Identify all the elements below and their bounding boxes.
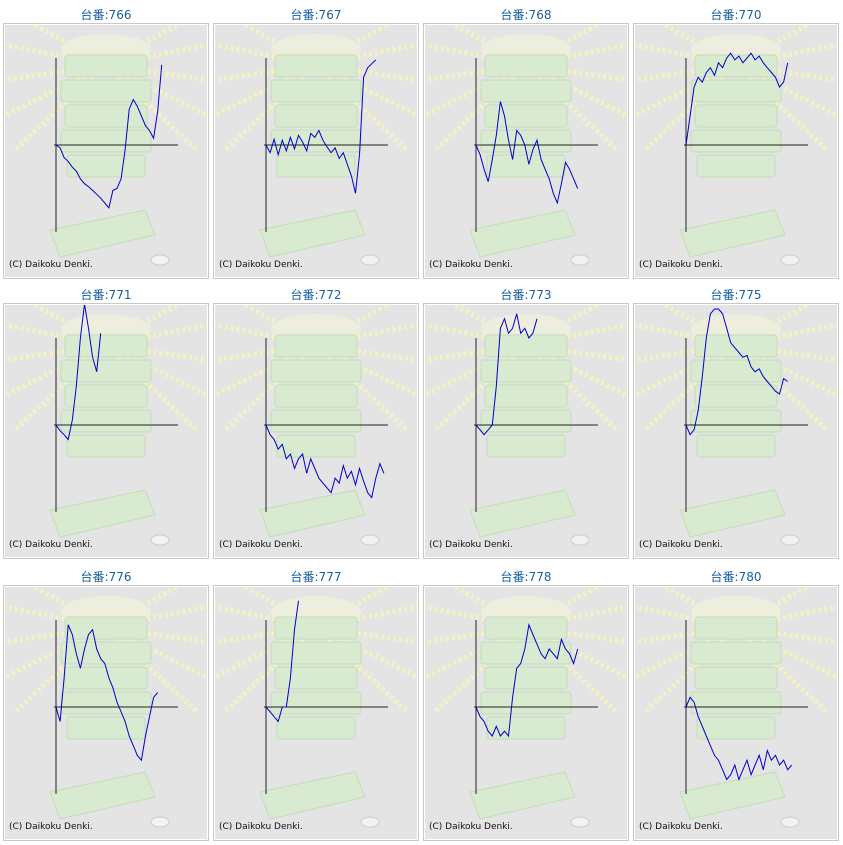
data-line — [55, 305, 102, 441]
data-line — [55, 624, 159, 762]
copyright: (C) Daikoku Denki. — [219, 260, 303, 270]
copyright: (C) Daikoku Denki. — [639, 260, 723, 270]
chart-panel: 台番:777 (C) Daikoku Denki. — [213, 569, 419, 841]
panel-background — [215, 587, 417, 839]
copyright: (C) Daikoku Denki. — [219, 540, 303, 550]
chart-title: 台番:780 — [711, 569, 762, 584]
chart-title: 台番:775 — [711, 287, 762, 302]
panel-background — [425, 587, 627, 839]
copyright: (C) Daikoku Denki. — [429, 260, 513, 270]
copyright: (C) Daikoku Denki. — [9, 540, 93, 550]
data-line — [475, 313, 538, 436]
data-line — [685, 52, 789, 146]
copyright: (C) Daikoku Denki. — [639, 822, 723, 832]
chart-title: 台番:771 — [81, 287, 132, 302]
chart-panel: 台番:771 (C) Daikoku Denki. — [3, 287, 209, 559]
chart-title: 台番:766 — [81, 7, 132, 22]
copyright: (C) Daikoku Denki. — [9, 260, 93, 270]
chart-panel: 台番:778 (C) Daikoku Denki. — [423, 569, 629, 841]
copyright: (C) Daikoku Denki. — [639, 540, 723, 550]
chart-title: 台番:772 — [291, 287, 342, 302]
chart-panel: 台番:767 (C) Daikoku Denki. — [213, 7, 419, 279]
chart-title: 台番:770 — [711, 7, 762, 22]
copyright: (C) Daikoku Denki. — [9, 822, 93, 832]
chart-panel: 台番:776 (C) Daikoku Denki. — [3, 569, 209, 841]
chart-panel: 台番:775 (C) Daikoku Denki. — [633, 287, 839, 559]
panel-background — [635, 25, 837, 277]
copyright: (C) Daikoku Denki. — [219, 822, 303, 832]
chart-panel: 台番:766 (C) Daikoku Denki. — [3, 7, 209, 279]
chart-panel: 台番:768 (C) Daikoku Denki. — [423, 7, 629, 279]
data-line — [685, 696, 793, 782]
data-line — [685, 308, 788, 436]
copyright: (C) Daikoku Denki. — [429, 822, 513, 832]
data-line — [265, 600, 299, 723]
chart-title: 台番:768 — [501, 7, 552, 22]
data-line — [265, 59, 377, 194]
data-line — [475, 622, 579, 738]
chart-panel: 台番:773 (C) Daikoku Denki. — [423, 287, 629, 559]
panel-background — [5, 587, 207, 839]
panel-background — [215, 25, 417, 277]
chart-title: 台番:777 — [291, 569, 342, 584]
panel-background — [635, 587, 837, 839]
data-line — [265, 424, 385, 499]
data-line — [475, 101, 579, 205]
chart-panel: 台番:770 (C) Daikoku Denki. — [633, 7, 839, 279]
chart-panel: 台番:780 (C) Daikoku Denki. — [633, 569, 839, 841]
chart-title: 台番:773 — [501, 287, 552, 302]
panel-background — [5, 25, 207, 277]
chart-title: 台番:778 — [501, 569, 552, 584]
panel-background — [5, 305, 207, 557]
panel-background — [635, 305, 837, 557]
data-line — [55, 64, 163, 209]
copyright: (C) Daikoku Denki. — [429, 540, 513, 550]
panel-background — [215, 305, 417, 557]
panel-background — [425, 305, 627, 557]
chart-panel: 台番:772 (C) Daikoku Denki. — [213, 287, 419, 559]
chart-title: 台番:776 — [81, 569, 132, 584]
chart-title: 台番:767 — [291, 7, 342, 22]
